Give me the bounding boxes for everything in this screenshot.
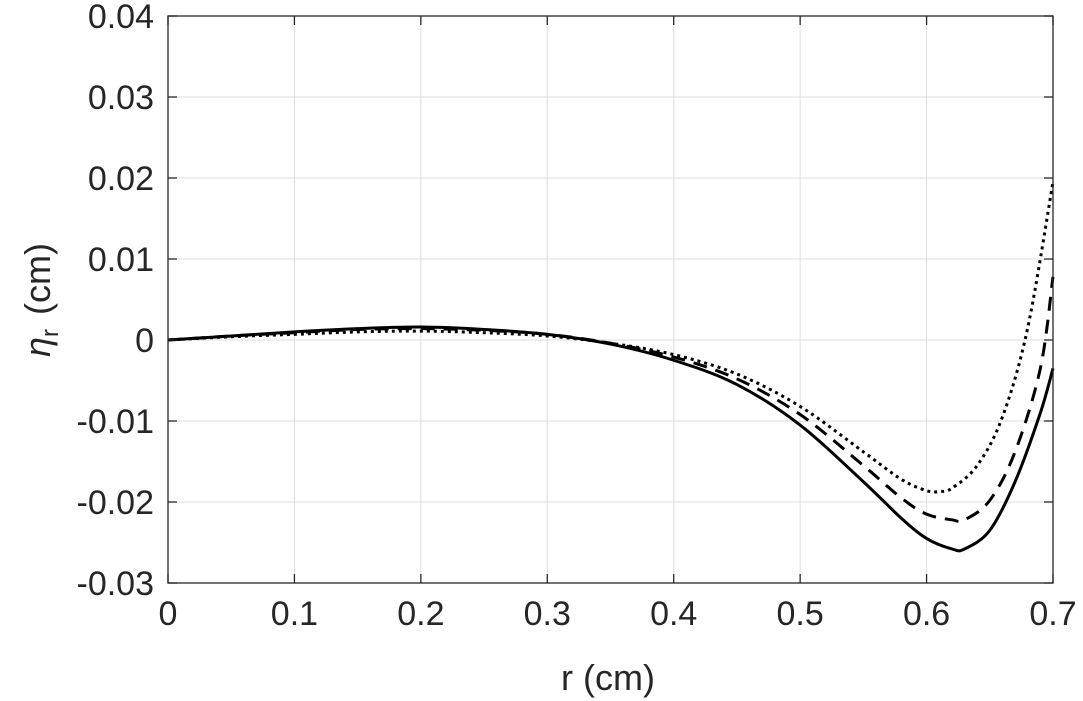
x-tick-label: 0.7: [1029, 595, 1076, 633]
y-tick-label: 0.02: [88, 160, 154, 198]
y-tick-label: -0.03: [77, 565, 155, 603]
y-axis-label-unit: (cm): [17, 243, 58, 315]
y-tick-label: -0.02: [77, 484, 155, 522]
x-tick-label: 0.5: [777, 595, 824, 633]
series-group: [167, 181, 1055, 553]
x-tick-label: 0.3: [524, 595, 571, 633]
x-tick-label: 0.2: [397, 595, 444, 633]
x-tick-label: 0: [159, 595, 178, 633]
axes-box: [167, 15, 1054, 584]
y-tick-label: 0: [135, 322, 154, 360]
y-tick-label: 0.01: [88, 241, 154, 279]
x-axis-label: r (cm): [561, 657, 655, 698]
series-line-dashed: [167, 276, 1055, 523]
y-axis-label-subscript: r: [37, 329, 64, 337]
x-tick-labels: 0 0.1 0.2 0.3 0.4 0.5 0.6 0.7: [159, 595, 1077, 633]
y-tick-labels: -0.03 -0.02 -0.01 0 0.01 0.02 0.03 0.04: [77, 0, 155, 603]
y-tick-label: 0.03: [88, 79, 154, 117]
tick-marks: [167, 15, 1054, 584]
series-line-dotted: [167, 181, 1055, 494]
y-axis-label-symbol: η: [17, 337, 58, 357]
y-axis-label: ηr (cm): [17, 243, 64, 357]
x-tick-label: 0.1: [271, 595, 318, 633]
y-tick-label: 0.04: [88, 0, 154, 36]
x-tick-label: 0.4: [650, 595, 697, 633]
series-line-solid: [167, 325, 1055, 553]
x-tick-label: 0.6: [903, 595, 950, 633]
y-tick-label: -0.01: [77, 403, 155, 441]
